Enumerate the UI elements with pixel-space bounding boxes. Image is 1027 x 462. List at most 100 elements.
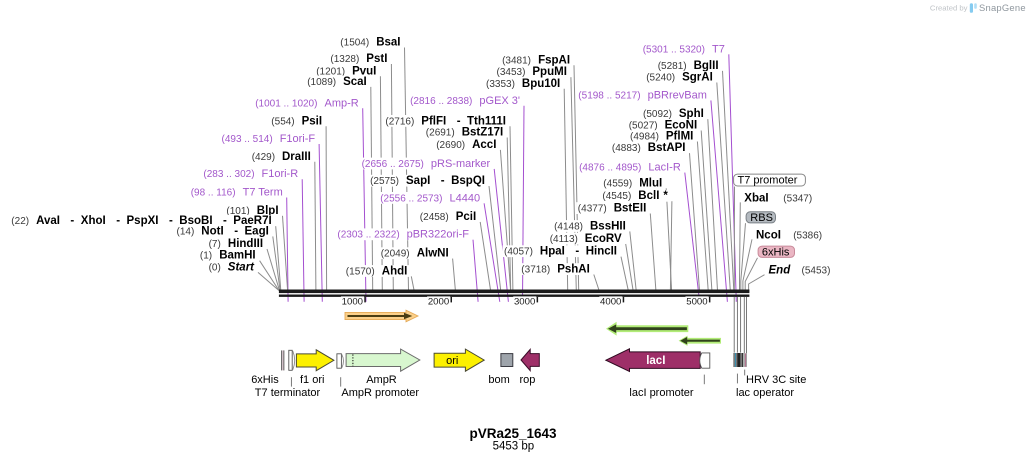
svg-text:lac operator: lac operator [736,387,794,399]
svg-text:SgrAI: SgrAI [682,72,713,84]
svg-text:(2691): (2691) [426,128,455,139]
svg-text:6xHis: 6xHis [762,246,790,258]
svg-text:(101): (101) [226,206,249,217]
svg-text:(5092): (5092) [643,109,672,120]
svg-text:5000: 5000 [686,296,707,307]
svg-text:(5198 .. 5217): (5198 .. 5217) [578,90,640,101]
svg-text:EcoRV: EcoRV [585,233,622,245]
svg-text:f1 ori: f1 ori [300,374,324,386]
svg-text:(493 .. 514): (493 .. 514) [222,134,273,145]
svg-text:(5386): (5386) [793,230,822,241]
svg-text:PspXI: PspXI [127,215,159,227]
svg-text:BstZ17I: BstZ17I [462,127,504,139]
svg-text:(1328): (1328) [330,54,359,65]
svg-text:(1570): (1570) [346,266,375,277]
svg-text:(22): (22) [11,216,29,227]
svg-text:-: - [116,215,120,227]
svg-text:PstI: PstI [366,53,387,65]
svg-text:(4113): (4113) [550,234,578,245]
svg-text:(2816 .. 2838): (2816 .. 2838) [410,96,472,107]
svg-text:HpaI: HpaI [540,246,565,258]
svg-text:(4057): (4057) [504,247,533,258]
svg-text:4000: 4000 [600,296,621,307]
svg-text:T7 promoter: T7 promoter [738,174,798,186]
svg-text:(2575): (2575) [370,176,399,187]
svg-text:(0): (0) [209,262,221,273]
svg-text:RBS: RBS [750,212,773,224]
svg-text:F1ori-R: F1ori-R [262,168,299,180]
svg-text:1000: 1000 [342,296,363,307]
svg-text:-: - [441,175,445,187]
svg-text:(5027): (5027) [629,121,658,132]
svg-text:AmpR: AmpR [366,374,397,386]
svg-text:T7 Term: T7 Term [243,187,283,199]
svg-text:(5301 .. 5320): (5301 .. 5320) [643,44,705,55]
svg-text:(2049): (2049) [381,249,410,260]
svg-text:DraIII: DraIII [282,151,311,163]
svg-text:(2556 .. 2573): (2556 .. 2573) [380,193,442,204]
svg-text:(5347): (5347) [783,193,812,204]
svg-text:ScaI: ScaI [343,76,367,88]
svg-text:XbaI: XbaI [744,192,768,204]
svg-text:bom: bom [488,374,509,386]
svg-text:BlpI: BlpI [257,205,279,217]
svg-text:PflMI: PflMI [666,131,693,143]
svg-text:T7 terminator: T7 terminator [255,387,321,399]
svg-text:Amp-R: Amp-R [325,97,359,109]
svg-text:-: - [223,215,227,227]
svg-text:ori: ori [446,355,458,367]
svg-text:AccI: AccI [472,139,496,151]
svg-text:AhdI: AhdI [382,265,408,277]
svg-text:EagI: EagI [245,225,269,237]
svg-text:(98 .. 116): (98 .. 116) [191,188,236,199]
svg-text:(3718): (3718) [521,265,550,276]
svg-text:HincII: HincII [586,246,617,258]
svg-text:(2458): (2458) [420,212,449,223]
svg-text:SnapGene: SnapGene [979,2,1026,13]
svg-text:(1001 .. 1020): (1001 .. 1020) [255,98,317,109]
svg-text:3000: 3000 [514,296,535,307]
svg-text:pBR322ori-F: pBR322ori-F [407,229,470,241]
svg-text:rop: rop [520,374,536,386]
svg-text:BsoBI: BsoBI [179,215,212,227]
svg-text:BspQI: BspQI [451,175,485,187]
svg-text:T7: T7 [712,43,725,55]
svg-text:(4559): (4559) [603,178,632,189]
svg-text:AlwNI: AlwNI [417,248,449,260]
svg-text:(4883): (4883) [612,143,641,154]
svg-text:Tth111I: Tth111I [467,115,506,127]
svg-text:(554): (554) [271,116,294,127]
svg-text:NotI: NotI [201,225,223,237]
svg-text:(7): (7) [209,239,221,250]
svg-text:(5240): (5240) [646,73,675,84]
svg-text:MluI: MluI [639,177,662,189]
svg-text:LacI-R: LacI-R [648,162,680,174]
svg-text:AmpR promoter: AmpR promoter [341,387,419,399]
svg-text:End: End [769,265,792,277]
svg-text:(2716): (2716) [385,116,414,127]
svg-text:(2656 .. 2675): (2656 .. 2675) [362,159,424,170]
svg-text:(1): (1) [200,251,212,262]
svg-text:(1504): (1504) [340,38,369,49]
svg-text:*: * [663,190,668,202]
svg-text:Start: Start [228,261,255,273]
svg-text:EcoNI: EcoNI [665,120,698,132]
svg-text:SapI: SapI [406,175,430,187]
svg-text:(3481): (3481) [502,55,531,66]
svg-text:(5281): (5281) [658,61,687,72]
svg-text:BstAPI: BstAPI [648,142,686,154]
svg-text:2000: 2000 [428,296,449,307]
svg-text:Created by: Created by [930,4,968,13]
svg-text:(2690): (2690) [436,140,465,151]
svg-text:(4148): (4148) [554,221,583,232]
svg-text:FspAI: FspAI [538,54,570,66]
svg-text:F1ori-F: F1ori-F [280,133,316,145]
svg-text:-: - [575,246,579,258]
svg-text:PvuI: PvuI [352,65,376,77]
svg-text:SphI: SphI [679,108,704,120]
svg-text:pRS-marker: pRS-marker [431,158,491,170]
svg-text:PflFI: PflFI [421,115,446,127]
svg-text:BglII: BglII [694,60,719,72]
svg-text:(283 .. 302): (283 .. 302) [203,169,254,180]
svg-text:BclI: BclI [638,190,659,202]
